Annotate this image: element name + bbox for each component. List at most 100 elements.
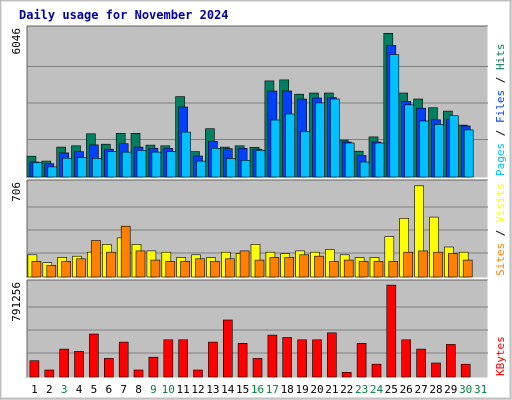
bar-requests-pages-day-11 xyxy=(181,131,191,178)
legend-visitors: Sites / Visits xyxy=(494,183,507,276)
day-label-29: 29 xyxy=(444,383,457,396)
bar-kbytes-kbytes-day-14 xyxy=(223,319,233,378)
day-label-1: 1 xyxy=(31,383,38,396)
day-label-10: 10 xyxy=(162,383,175,396)
bar-kbytes-kbytes-day-2 xyxy=(44,369,55,378)
bar-requests-pages-day-13 xyxy=(211,148,221,178)
bar-requests-pages-day-21 xyxy=(330,98,340,178)
day-label-22: 22 xyxy=(340,383,353,396)
bar-visitors-sites-day-16 xyxy=(254,259,265,278)
day-label-30: 30 xyxy=(459,383,472,396)
bar-requests-pages-day-1 xyxy=(32,162,43,178)
bar-kbytes-kbytes-day-23 xyxy=(356,342,367,378)
day-label-11: 11 xyxy=(176,383,189,396)
bar-requests-pages-day-14 xyxy=(226,158,236,178)
legend-entry: Visits xyxy=(494,183,507,223)
bar-requests-pages-day-15 xyxy=(240,160,251,178)
bar-visitors-sites-day-1 xyxy=(31,261,42,278)
bar-kbytes-kbytes-day-17 xyxy=(267,334,278,378)
bar-kbytes-kbytes-day-7 xyxy=(118,341,129,378)
bar-kbytes-kbytes-day-16 xyxy=(252,358,263,378)
day-label-26: 26 xyxy=(400,383,413,396)
day-label-20: 20 xyxy=(310,383,323,396)
bar-visitors-sites-day-5 xyxy=(91,240,101,278)
bar-visitors-sites-day-13 xyxy=(210,261,220,278)
bar-kbytes-kbytes-day-6 xyxy=(104,358,114,378)
bar-requests-pages-day-20 xyxy=(315,102,325,178)
bar-visitors-sites-day-3 xyxy=(61,261,72,278)
bar-requests-pages-day-9 xyxy=(151,151,162,178)
bar-kbytes-kbytes-day-1 xyxy=(29,360,40,378)
day-label-13: 13 xyxy=(206,383,219,396)
legend-entry: Files xyxy=(494,90,507,123)
bar-kbytes-kbytes-day-15 xyxy=(237,342,248,378)
day-label-15: 15 xyxy=(236,383,249,396)
bar-kbytes-kbytes-day-19 xyxy=(297,339,307,378)
bar-visitors-sites-day-19 xyxy=(299,254,309,278)
bar-requests-pages-day-25 xyxy=(389,54,400,178)
max-value-label: 791256 xyxy=(10,282,23,322)
bar-requests-pages-day-22 xyxy=(344,142,355,178)
day-label-21: 21 xyxy=(325,383,338,396)
bar-requests-pages-day-17 xyxy=(270,119,281,178)
bar-requests-pages-day-16 xyxy=(255,150,266,178)
bar-kbytes-kbytes-day-25 xyxy=(386,284,397,378)
bar-requests-pages-day-4 xyxy=(77,157,87,178)
bar-visitors-sites-day-23 xyxy=(358,261,369,278)
bar-kbytes-kbytes-day-4 xyxy=(74,351,84,378)
bar-requests-pages-day-24 xyxy=(374,142,385,178)
day-label-19: 19 xyxy=(295,383,308,396)
day-label-25: 25 xyxy=(385,383,398,396)
bar-visitors-sites-day-10 xyxy=(165,261,176,278)
bar-visitors-sites-day-18 xyxy=(284,257,295,278)
legend-entry: Sites xyxy=(494,243,507,276)
bar-visitors-sites-day-11 xyxy=(180,261,190,278)
bar-kbytes-kbytes-day-30 xyxy=(460,363,471,378)
bar-requests-pages-day-10 xyxy=(166,151,177,178)
day-label-9: 9 xyxy=(150,383,157,396)
bar-kbytes-kbytes-day-24 xyxy=(371,363,382,378)
day-label-24: 24 xyxy=(370,383,384,396)
bar-kbytes-kbytes-day-21 xyxy=(327,332,337,378)
legend-requests: Pages / Files / Hits xyxy=(494,44,507,177)
day-label-6: 6 xyxy=(105,383,112,396)
day-label-8: 8 xyxy=(135,383,142,396)
bar-kbytes-kbytes-day-12 xyxy=(193,369,203,378)
day-label-7: 7 xyxy=(120,383,127,396)
legend-entry: / xyxy=(494,223,507,243)
max-value-label: 706 xyxy=(10,182,23,202)
bar-visitors-sites-day-22 xyxy=(343,259,354,278)
bar-kbytes-kbytes-day-13 xyxy=(208,341,218,378)
bar-visitors-sites-day-9 xyxy=(150,259,161,278)
bar-requests-pages-day-12 xyxy=(196,160,206,178)
day-label-28: 28 xyxy=(429,383,442,396)
bar-requests-pages-day-28 xyxy=(434,124,444,178)
day-label-16: 16 xyxy=(251,383,264,396)
day-label-14: 14 xyxy=(221,383,235,396)
bar-visitors-sites-day-30 xyxy=(462,259,473,278)
bar-visitors-sites-day-6 xyxy=(106,251,116,278)
day-label-23: 23 xyxy=(355,383,368,396)
bar-visitors-sites-day-20 xyxy=(314,255,324,278)
bar-visitors-sites-day-26 xyxy=(403,251,414,278)
bar-requests-pages-day-2 xyxy=(47,166,58,178)
bar-kbytes-kbytes-day-10 xyxy=(163,339,174,378)
bar-visitors-sites-day-4 xyxy=(76,258,86,278)
bar-visitors-sites-day-24 xyxy=(373,261,384,278)
bar-requests-pages-day-6 xyxy=(107,151,117,178)
bar-kbytes-kbytes-day-18 xyxy=(282,337,293,378)
max-value-label: 6046 xyxy=(10,28,23,55)
bar-requests-pages-day-27 xyxy=(419,120,429,178)
legend-entry: Pages xyxy=(494,143,507,176)
day-label-2: 2 xyxy=(46,383,53,396)
day-label-5: 5 xyxy=(91,383,98,396)
chart-title: Daily usage for November 2024 xyxy=(19,8,229,22)
bar-kbytes-kbytes-day-5 xyxy=(89,333,99,378)
bar-visitors-sites-day-27 xyxy=(418,250,428,278)
bar-kbytes-kbytes-day-28 xyxy=(431,362,441,378)
day-label-17: 17 xyxy=(266,383,279,396)
day-label-31: 31 xyxy=(474,383,487,396)
legend-entry: / xyxy=(494,123,507,143)
